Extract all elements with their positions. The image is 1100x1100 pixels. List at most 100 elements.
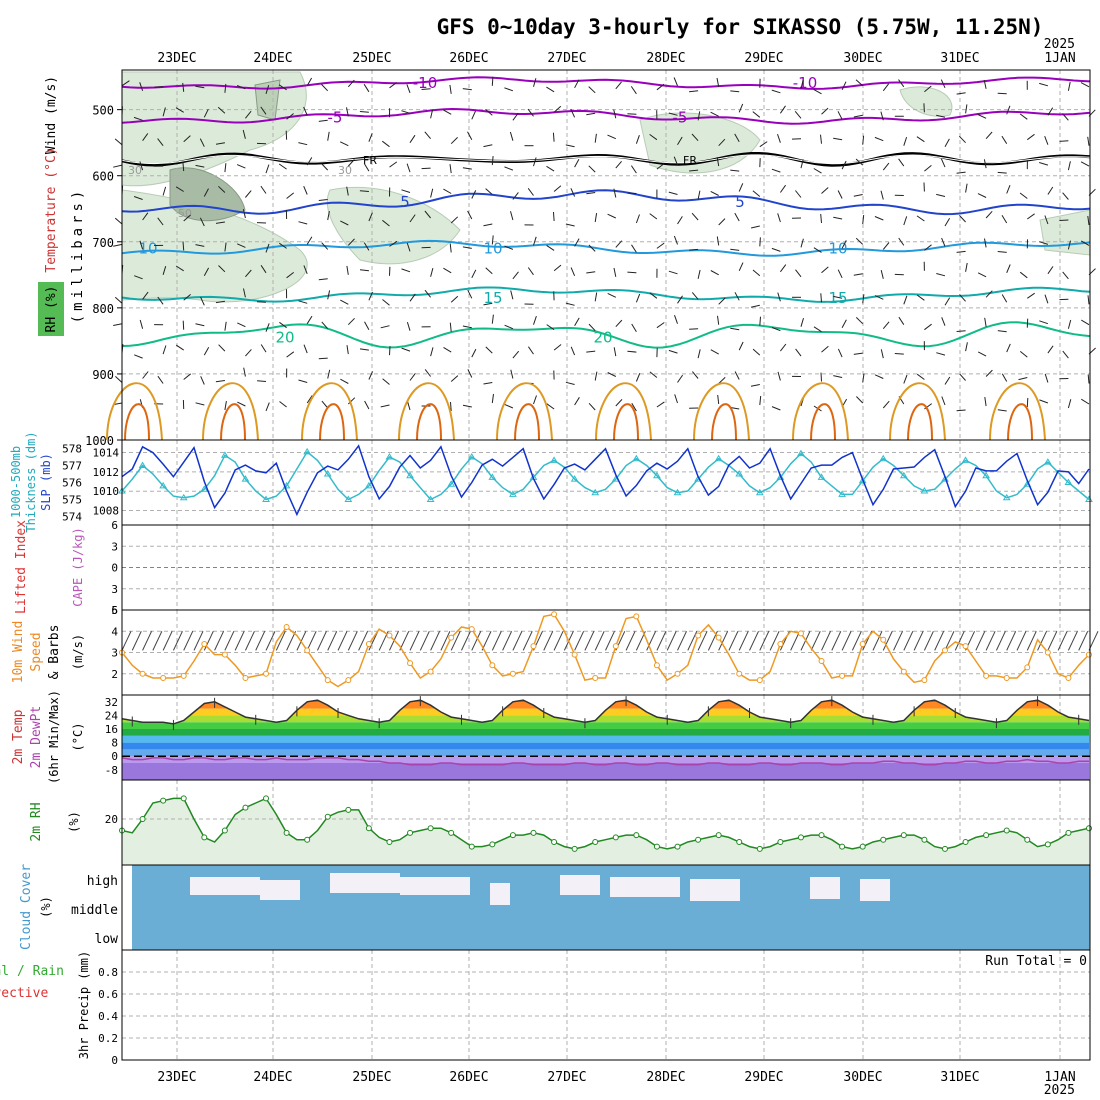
upper-wind-barb — [215, 300, 225, 304]
upper-wind-barb — [1006, 105, 1011, 115]
upper-wind-barb — [692, 371, 699, 379]
upper-wind-barb — [142, 133, 149, 141]
wind-barb-93 — [1078, 631, 1089, 651]
upper-wind-barb — [303, 106, 308, 116]
upper-wind-barb — [491, 156, 494, 166]
rh-line-marker-50 — [633, 832, 640, 839]
upper-wind-barb — [340, 378, 349, 384]
upper-wind-barb — [1001, 215, 1008, 224]
wind10m-line-marker-16 — [283, 624, 290, 630]
wind-barb-63 — [769, 631, 780, 651]
thickness-line-marker-24 — [365, 481, 373, 489]
wind10m-line-marker-80 — [941, 647, 948, 654]
upper-wind-barb — [718, 297, 726, 305]
upper-wind-barb — [710, 190, 719, 196]
upper-wind-barb — [363, 242, 370, 251]
contour-25-2 — [301, 382, 358, 441]
upper-wind-barb — [407, 401, 411, 411]
temp-band-2 — [122, 749, 1089, 757]
wind10m-line-marker-70 — [839, 672, 846, 679]
upper-wind-barb — [218, 265, 226, 273]
wind10m-line-marker-52 — [653, 662, 660, 669]
upper-wind-barb — [195, 244, 205, 247]
upper-wind-barb — [1067, 399, 1072, 409]
contour-25-9 — [989, 382, 1046, 441]
upper-wind-barb — [142, 291, 149, 300]
temp-band-0 — [122, 763, 1089, 780]
wind10m-line-marker-18 — [304, 647, 311, 654]
upper-wind-barb — [673, 77, 678, 86]
upper-wind-barb — [752, 111, 761, 118]
temp-tick-8: 8 — [111, 737, 118, 750]
thick-label-2: Thickness (dm) — [24, 431, 38, 532]
upper-wind-barb — [898, 79, 905, 88]
contour-30-4 — [514, 403, 540, 441]
upper-wind-barb — [450, 375, 459, 382]
rh-legend-box — [38, 282, 64, 336]
upper-wind-barb — [613, 188, 617, 198]
wind10m-line-marker-8 — [201, 641, 208, 647]
upper-wind-barb — [691, 292, 699, 300]
wind-barb-33 — [461, 631, 471, 651]
wind-barb-68 — [821, 631, 831, 651]
li-tick-6: 6 — [111, 519, 118, 532]
upper-wind-barb — [752, 269, 761, 277]
upper-wind-barb — [1080, 240, 1090, 246]
upper-wind-barb — [668, 349, 678, 354]
thickness-line-marker-60 — [735, 470, 744, 477]
upper-wind-barb — [965, 104, 968, 114]
rh-line-marker-44 — [571, 845, 578, 852]
upper-wind-barb — [607, 372, 617, 377]
wind-barb-19 — [317, 631, 327, 651]
upper-wind-barb — [346, 345, 349, 355]
rh-line-marker-30 — [427, 825, 434, 832]
upper-wind-barb — [347, 79, 355, 88]
upper-wind-barb — [1039, 82, 1049, 87]
rh-shade-4 — [1039, 209, 1091, 256]
upper-wind-barb — [298, 300, 308, 304]
thick-tick-575: 575 — [62, 494, 82, 507]
upper-wind-barb — [635, 373, 641, 382]
slp-tick-1008: 1008 — [93, 505, 120, 518]
upper-wind-barb — [359, 269, 369, 272]
wind-barb-62 — [759, 631, 770, 651]
rh-line-marker-8 — [201, 834, 208, 841]
wind-barb-39 — [522, 631, 533, 651]
upper-wind-barb — [113, 243, 123, 247]
date-label-top-1: 24DEC — [253, 51, 292, 66]
upper-wind-barb — [565, 302, 575, 306]
wind-barb-91 — [1057, 631, 1068, 651]
thickness-line-marker-90 — [1043, 458, 1052, 465]
upper-wind-barb — [1080, 82, 1090, 88]
thick-tick-577: 577 — [62, 460, 82, 473]
rh-line-marker-78 — [921, 836, 928, 843]
upper-wind-barb — [1026, 397, 1029, 408]
upper-wind-barb — [898, 158, 905, 167]
wind-barb-49 — [625, 631, 636, 651]
temp-band-10 — [122, 700, 1089, 702]
temp-bands — [122, 700, 1089, 780]
wind10m-line-marker-56 — [695, 632, 702, 639]
li-tick--6: 6 — [111, 604, 118, 617]
wind-barb-34 — [471, 631, 482, 651]
upper-wind-barb — [594, 213, 598, 223]
upper-wind-barb — [443, 109, 452, 115]
rh-line-marker-16 — [283, 829, 290, 836]
upper-wind-barb — [157, 296, 164, 305]
contour-25-7 — [792, 382, 849, 441]
contour-label-4-2: 10 — [828, 239, 847, 257]
upper-wind-barb — [200, 296, 205, 306]
upper-wind-barb — [777, 213, 781, 223]
wind10m-line-marker-38 — [509, 670, 516, 677]
upper-temp-label: Temperature (°C) — [44, 147, 59, 272]
upper-wind-barb — [265, 402, 270, 412]
upper-wind-barb — [218, 344, 226, 352]
upper-wind-barb — [203, 267, 210, 277]
wind10m-line-marker-30 — [427, 668, 434, 675]
upper-wind-barb — [485, 267, 493, 275]
wind-label-3: & Barbs — [47, 625, 62, 680]
upper-wind-barb — [183, 135, 191, 143]
rh-line-marker-88 — [1024, 836, 1031, 843]
upper-wind-barb — [874, 295, 884, 300]
upper-wind-barb — [346, 107, 349, 117]
